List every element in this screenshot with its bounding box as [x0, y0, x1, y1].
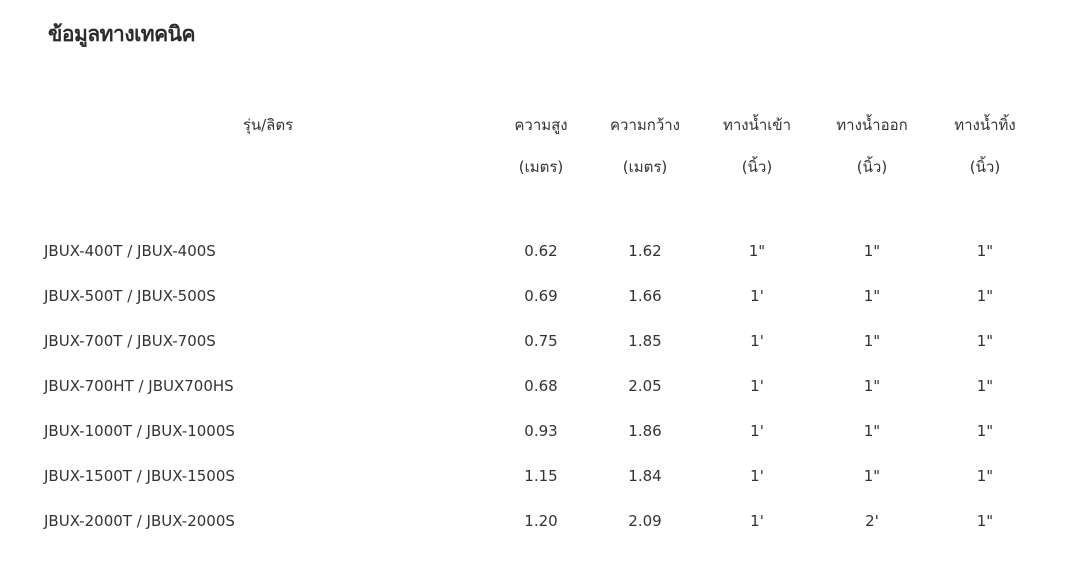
spec-table: รุ่น/ลิตร ความสูง ความกว้าง ทางน้ำเข้า ท… — [40, 104, 1036, 543]
cell-model: JBUX-500T / JBUX-500S — [44, 286, 216, 305]
cell-height: 0.69 — [524, 286, 558, 305]
header-outlet: ทางน้ำออก — [836, 116, 908, 134]
cell-outlet: 1" — [863, 466, 881, 485]
cell-model: JBUX-1500T / JBUX-1500S — [44, 466, 235, 485]
cell-model: JBUX-400T / JBUX-400S — [44, 241, 216, 260]
header-unit-row: (เมตร) (เมตร) (นิ้ว) (นิ้ว) (นิ้ว) — [40, 146, 1036, 188]
table-row: JBUX-1500T / JBUX-1500S 1.15 1.84 1' 1" 1" — [40, 453, 1036, 498]
table-row: JBUX-400T / JBUX-400S 0.62 1.62 1" 1" 1" — [40, 228, 1036, 273]
cell-outlet: 1" — [863, 286, 881, 305]
cell-drain: 1" — [976, 286, 994, 305]
unit-width: (เมตร) — [622, 158, 668, 176]
cell-outlet: 1" — [863, 241, 881, 260]
cell-drain: 1" — [976, 421, 994, 440]
header-model: รุ่น/ลิตร — [242, 116, 294, 134]
cell-drain: 1" — [976, 511, 994, 530]
cell-inlet: 1' — [750, 376, 764, 395]
unit-inlet: (นิ้ว) — [741, 158, 773, 176]
cell-height: 0.68 — [524, 376, 558, 395]
cell-model: JBUX-2000T / JBUX-2000S — [44, 511, 235, 530]
table-row: JBUX-2000T / JBUX-2000S 1.20 2.09 1' 2' 1" — [40, 498, 1036, 543]
cell-width: 1.84 — [628, 466, 662, 485]
cell-drain: 1" — [976, 376, 994, 395]
unit-height: (เมตร) — [518, 158, 564, 176]
cell-height: 1.20 — [524, 511, 558, 530]
cell-height: 0.62 — [524, 241, 558, 260]
cell-model: JBUX-700T / JBUX-700S — [44, 331, 216, 350]
cell-width: 2.05 — [628, 376, 662, 395]
header-row: รุ่น/ลิตร ความสูง ความกว้าง ทางน้ำเข้า ท… — [40, 104, 1036, 146]
cell-inlet: 1' — [750, 286, 764, 305]
header-inlet: ทางน้ำเข้า — [722, 116, 792, 134]
cell-width: 1.62 — [628, 241, 662, 260]
cell-inlet: 1" — [748, 241, 766, 260]
cell-height: 1.15 — [524, 466, 558, 485]
cell-outlet: 1" — [863, 331, 881, 350]
table-row: JBUX-1000T / JBUX-1000S 0.93 1.86 1' 1" 1" — [40, 408, 1036, 453]
page-title: ข้อมูลทางเทคนิค — [48, 22, 196, 46]
cell-model: JBUX-700HT / JBUX700HS — [44, 376, 234, 395]
table-row: JBUX-700T / JBUX-700S 0.75 1.85 1' 1" 1" — [40, 318, 1036, 363]
cell-outlet: 1" — [863, 376, 881, 395]
unit-outlet: (นิ้ว) — [856, 158, 888, 176]
cell-inlet: 1' — [750, 466, 764, 485]
cell-width: 1.86 — [628, 421, 662, 440]
cell-width: 1.66 — [628, 286, 662, 305]
header-width: ความกว้าง — [609, 116, 681, 134]
cell-inlet: 1' — [750, 331, 764, 350]
table-row: JBUX-700HT / JBUX700HS 0.68 2.05 1' 1" 1" — [40, 363, 1036, 408]
cell-drain: 1" — [976, 466, 994, 485]
cell-height: 0.93 — [524, 421, 558, 440]
table-row: JBUX-500T / JBUX-500S 0.69 1.66 1' 1" 1" — [40, 273, 1036, 318]
header-model-unit — [40, 146, 496, 188]
cell-width: 1.85 — [628, 331, 662, 350]
cell-height: 0.75 — [524, 331, 558, 350]
cell-drain: 1" — [976, 331, 994, 350]
header-drain: ทางน้ำทิ้ง — [954, 116, 1016, 134]
cell-outlet: 2' — [865, 511, 879, 530]
cell-width: 2.09 — [628, 511, 662, 530]
cell-model: JBUX-1000T / JBUX-1000S — [44, 421, 235, 440]
cell-inlet: 1' — [750, 421, 764, 440]
cell-inlet: 1' — [750, 511, 764, 530]
cell-outlet: 1" — [863, 421, 881, 440]
cell-drain: 1" — [976, 241, 994, 260]
header-height: ความสูง — [514, 116, 568, 134]
unit-drain: (นิ้ว) — [969, 158, 1001, 176]
